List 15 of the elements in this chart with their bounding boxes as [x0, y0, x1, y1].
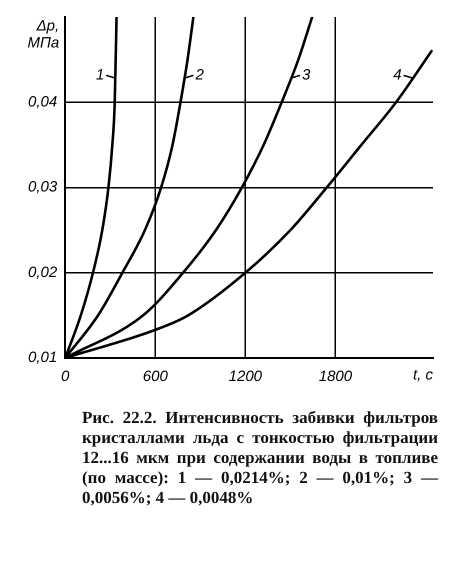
- text: Рис. 22.2. Интенсивность забивки фильтров кристаллами льда с тонкостью фильтрации 12...16 мкм при содержании воды в топливе (по массе): 1 — 0,0214%; 2 — 0,01%; 3 — 0,0056%; 4 — 0,0048%: [82, 408, 438, 508]
- x-tick-label: 600: [142, 368, 168, 386]
- y-axis-title: Δp, МПа: [27, 18, 60, 52]
- legend-label: 2: [194, 66, 204, 84]
- y-tick-label: 0,01: [28, 349, 58, 366]
- x-tick-label: 1200: [228, 368, 263, 386]
- x-tick-label: 1800: [318, 368, 353, 386]
- legend-label: 3: [302, 66, 312, 84]
- y-tick-label: 0,02: [28, 264, 58, 281]
- y-tick-label: 0,03: [28, 178, 58, 196]
- series-label: 4: [393, 66, 402, 84]
- x-tick-label: 0: [61, 368, 70, 386]
- y-tick-label: 0,04: [28, 93, 58, 110]
- x-axis-title: t, c: [412, 366, 434, 384]
- series-label: 1: [96, 66, 104, 84]
